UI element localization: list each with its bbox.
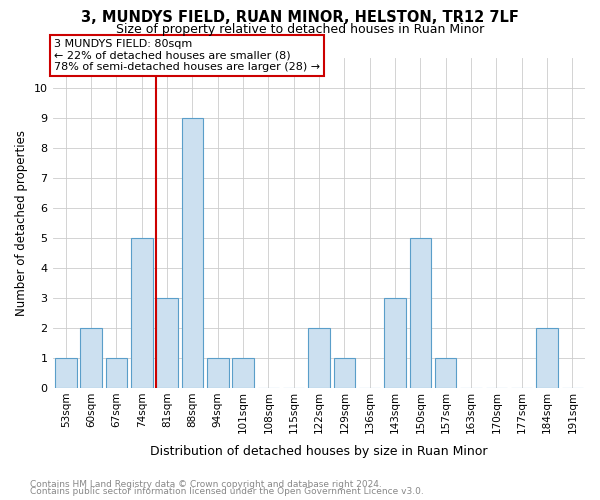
Bar [157, 298, 178, 388]
Bar [182, 118, 203, 388]
X-axis label: Distribution of detached houses by size in Ruan Minor: Distribution of detached houses by size … [151, 444, 488, 458]
Bar [536, 328, 558, 388]
Y-axis label: Number of detached properties: Number of detached properties [15, 130, 28, 316]
Bar [410, 238, 431, 388]
Bar [106, 358, 127, 388]
Text: 3 MUNDYS FIELD: 80sqm
← 22% of detached houses are smaller (8)
78% of semi-detac: 3 MUNDYS FIELD: 80sqm ← 22% of detached … [55, 39, 320, 72]
Text: 3, MUNDYS FIELD, RUAN MINOR, HELSTON, TR12 7LF: 3, MUNDYS FIELD, RUAN MINOR, HELSTON, TR… [81, 10, 519, 25]
Bar [80, 328, 102, 388]
Text: Contains HM Land Registry data © Crown copyright and database right 2024.: Contains HM Land Registry data © Crown c… [30, 480, 382, 489]
Text: Contains public sector information licensed under the Open Government Licence v3: Contains public sector information licen… [30, 487, 424, 496]
Bar [308, 328, 330, 388]
Bar [435, 358, 457, 388]
Bar [131, 238, 152, 388]
Text: Size of property relative to detached houses in Ruan Minor: Size of property relative to detached ho… [116, 22, 484, 36]
Bar [384, 298, 406, 388]
Bar [207, 358, 229, 388]
Bar [232, 358, 254, 388]
Bar [334, 358, 355, 388]
Bar [55, 358, 77, 388]
